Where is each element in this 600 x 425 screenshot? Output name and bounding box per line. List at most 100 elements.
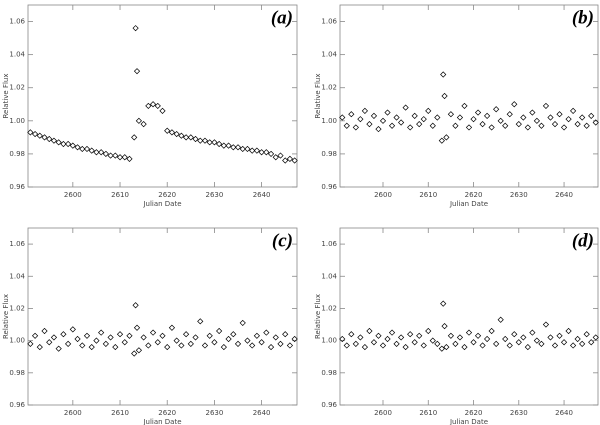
data-point <box>164 127 171 134</box>
plot-frame <box>27 227 298 406</box>
data-point <box>506 342 513 349</box>
data-point <box>121 154 128 161</box>
data-point <box>474 332 482 339</box>
data-point <box>379 342 387 349</box>
data-point <box>425 107 432 114</box>
data-point <box>461 343 468 351</box>
data-point <box>357 116 364 123</box>
data-point <box>574 121 581 128</box>
data-point <box>352 124 359 131</box>
y-tick-label: 1.00 <box>9 337 25 345</box>
data-point <box>388 122 396 129</box>
data-point <box>339 335 346 343</box>
x-tick-label: 2620 <box>158 409 176 417</box>
data-point <box>420 116 427 123</box>
data-point <box>225 335 232 343</box>
data-point <box>348 331 355 338</box>
data-point <box>429 122 436 129</box>
data-point <box>216 327 223 335</box>
data-point <box>201 342 209 349</box>
x-tick-label: 2600 <box>64 191 82 199</box>
data-point <box>168 324 176 331</box>
data-point <box>416 121 423 128</box>
data-point <box>592 119 599 126</box>
data-point <box>520 114 527 121</box>
data-point <box>352 340 359 347</box>
data-point <box>542 321 550 328</box>
data-point <box>456 114 464 121</box>
data-point <box>107 334 114 341</box>
data-point <box>533 337 540 344</box>
data-point <box>370 112 378 119</box>
data-point <box>187 340 194 347</box>
data-point <box>570 107 577 114</box>
data-point <box>164 343 171 351</box>
data-point <box>348 111 355 118</box>
data-point <box>447 111 454 118</box>
data-point <box>168 129 176 136</box>
data-point <box>145 342 152 349</box>
y-tick-label: 1.04 <box>321 51 337 59</box>
data-point <box>159 332 166 339</box>
data-point <box>173 130 180 138</box>
data-point <box>441 323 448 330</box>
plot-frame <box>339 4 599 188</box>
data-point <box>102 340 109 347</box>
data-point <box>370 339 378 346</box>
data-point <box>41 134 48 141</box>
data-point <box>187 134 194 141</box>
data-point <box>556 332 563 339</box>
x-tick-label: 2640 <box>253 191 271 199</box>
data-point <box>234 144 242 151</box>
x-tick-label: 2610 <box>111 409 129 417</box>
data-point <box>140 334 147 341</box>
data-point <box>230 331 237 338</box>
data-point <box>74 144 81 151</box>
x-tick-label: 2620 <box>158 191 176 199</box>
x-tick-label: 2600 <box>64 409 82 417</box>
data-point <box>286 155 294 162</box>
data-point <box>286 342 294 349</box>
x-tick-label: 2640 <box>253 409 271 417</box>
data-point <box>393 114 400 121</box>
data-point <box>149 101 157 108</box>
x-axis-label: Julian Date <box>142 418 181 425</box>
data-point <box>524 343 531 351</box>
data-point <box>41 327 48 335</box>
data-point <box>366 121 373 128</box>
data-point <box>438 137 445 144</box>
data-point <box>253 147 260 154</box>
data-point <box>542 102 550 110</box>
data-point <box>574 335 581 343</box>
data-point <box>206 139 213 146</box>
data-point <box>116 154 124 161</box>
data-point <box>249 147 256 154</box>
data-point <box>502 335 509 343</box>
data-point <box>201 137 209 144</box>
data-point <box>443 134 450 141</box>
data-point <box>291 335 298 343</box>
data-point <box>282 331 289 338</box>
data-point <box>116 331 124 338</box>
data-point <box>506 111 513 118</box>
y-axis-label: Relative Flux <box>314 73 322 118</box>
data-point <box>366 327 373 335</box>
y-tick-label: 1.00 <box>321 337 337 345</box>
data-point <box>384 335 391 343</box>
x-tick-label: 2610 <box>111 191 129 199</box>
data-point <box>27 340 34 347</box>
data-point <box>583 122 590 129</box>
data-point <box>393 340 400 347</box>
data-point <box>178 342 185 349</box>
data-point <box>267 150 275 158</box>
y-tick-label: 1.02 <box>321 84 337 92</box>
data-point <box>425 327 432 335</box>
data-point <box>131 350 138 357</box>
data-point <box>173 337 180 344</box>
data-point <box>98 329 105 336</box>
data-point <box>434 114 441 121</box>
data-point <box>132 302 139 309</box>
x-tick-label: 2620 <box>465 191 483 199</box>
y-tick-label: 0.96 <box>9 401 25 409</box>
